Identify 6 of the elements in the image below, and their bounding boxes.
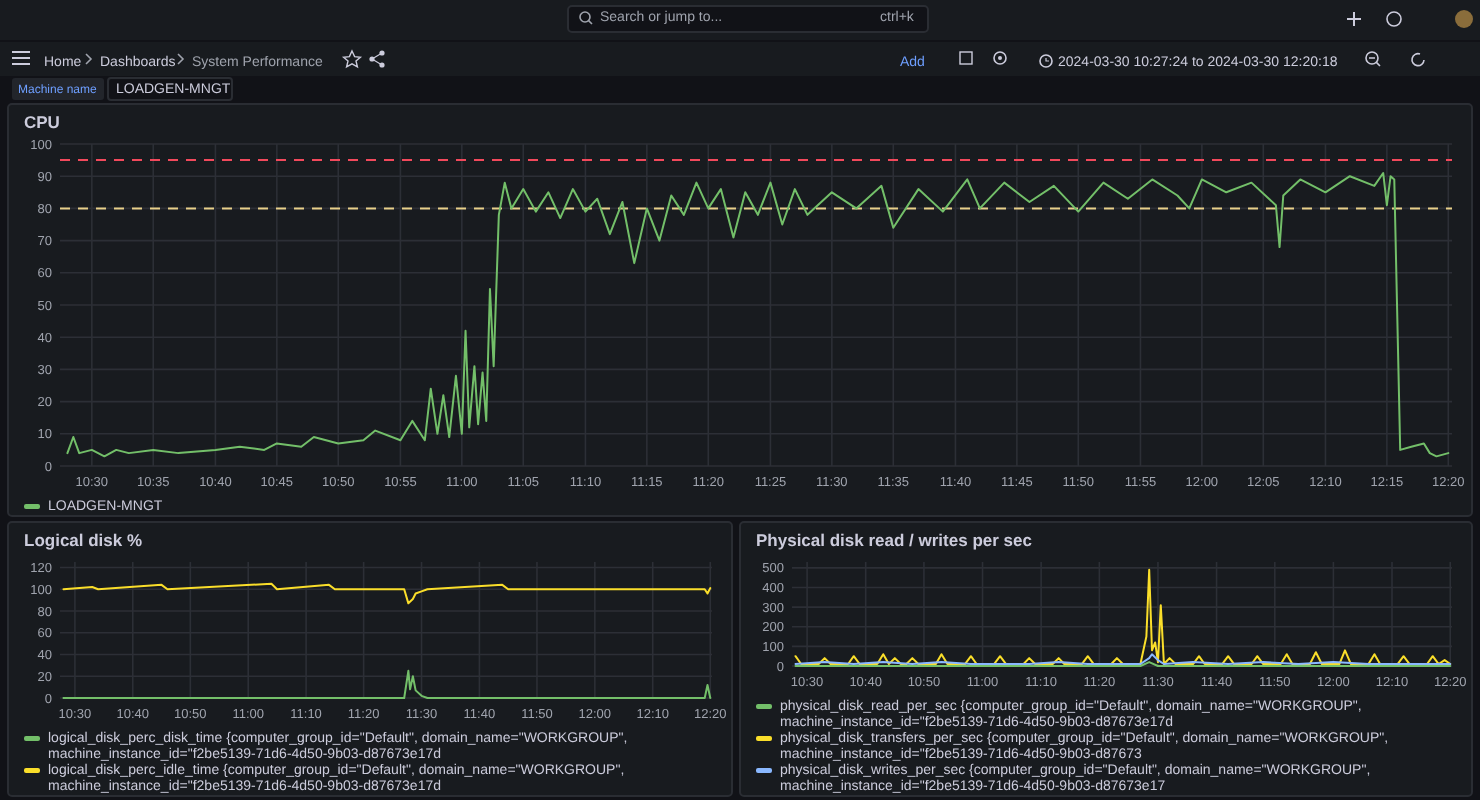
- chart-title: CPU: [24, 112, 60, 132]
- line-series: [794, 568, 1452, 666]
- line-series: [66, 171, 1450, 458]
- chart-title: Physical disk read / writes per sec: [756, 530, 1033, 550]
- line-series: [62, 582, 712, 605]
- chart-title: Logical disk %: [24, 530, 143, 550]
